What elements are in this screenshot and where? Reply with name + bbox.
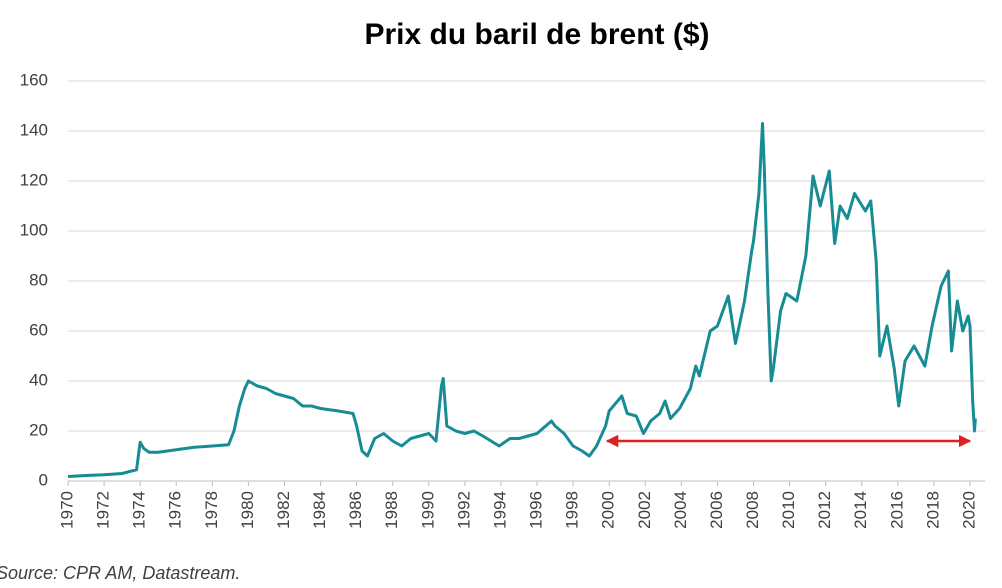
x-tick-label: 1974 xyxy=(130,491,149,529)
x-tick-label: 1994 xyxy=(490,491,509,529)
x-tick-label: 2020 xyxy=(959,491,978,529)
y-tick-label: 100 xyxy=(20,220,48,239)
x-tick-label: 2016 xyxy=(887,491,906,529)
x-tick-label: 1980 xyxy=(238,491,257,529)
y-tick-label: 60 xyxy=(29,320,48,339)
x-tick-label: 1984 xyxy=(310,491,329,529)
y-tick-label: 120 xyxy=(20,170,48,189)
x-tick-label: 1976 xyxy=(166,491,185,529)
x-tick-label: 2004 xyxy=(671,491,690,529)
y-tick-label: 80 xyxy=(29,270,48,289)
x-tick-label: 2012 xyxy=(815,491,834,529)
x-tick-label: 2006 xyxy=(707,491,726,529)
y-tick-label: 140 xyxy=(20,120,48,139)
x-tick-label: 1986 xyxy=(346,491,365,529)
y-tick-label: 20 xyxy=(29,420,48,439)
price-line xyxy=(67,122,977,478)
x-tick-label: 1970 xyxy=(57,491,76,529)
x-tick-label: 1978 xyxy=(202,491,221,529)
x-tick-label: 1990 xyxy=(418,491,437,529)
x-tick-label: 2010 xyxy=(779,491,798,529)
x-tick-label: 1982 xyxy=(274,491,293,529)
y-tick-label: 0 xyxy=(39,470,48,489)
x-tick-label: 1972 xyxy=(94,491,113,529)
x-tick-label: 1992 xyxy=(454,491,473,529)
x-tick-label: 2014 xyxy=(851,491,870,529)
y-tick-label: 160 xyxy=(20,70,48,89)
source: Source: CPR AM, Datastream. xyxy=(0,563,240,583)
x-tick-label: 1996 xyxy=(527,491,546,529)
x-tick-label: 1988 xyxy=(382,491,401,529)
x-tick-label: 1998 xyxy=(563,491,582,529)
x-tick-label: 2002 xyxy=(635,491,654,529)
x-tick-label: 2018 xyxy=(923,491,942,529)
chart-title: Prix du baril de brent ($) xyxy=(364,18,709,51)
x-tick-label: 2000 xyxy=(599,491,618,529)
y-tick-label: 40 xyxy=(29,370,48,389)
x-tick-label: 2008 xyxy=(743,491,762,529)
